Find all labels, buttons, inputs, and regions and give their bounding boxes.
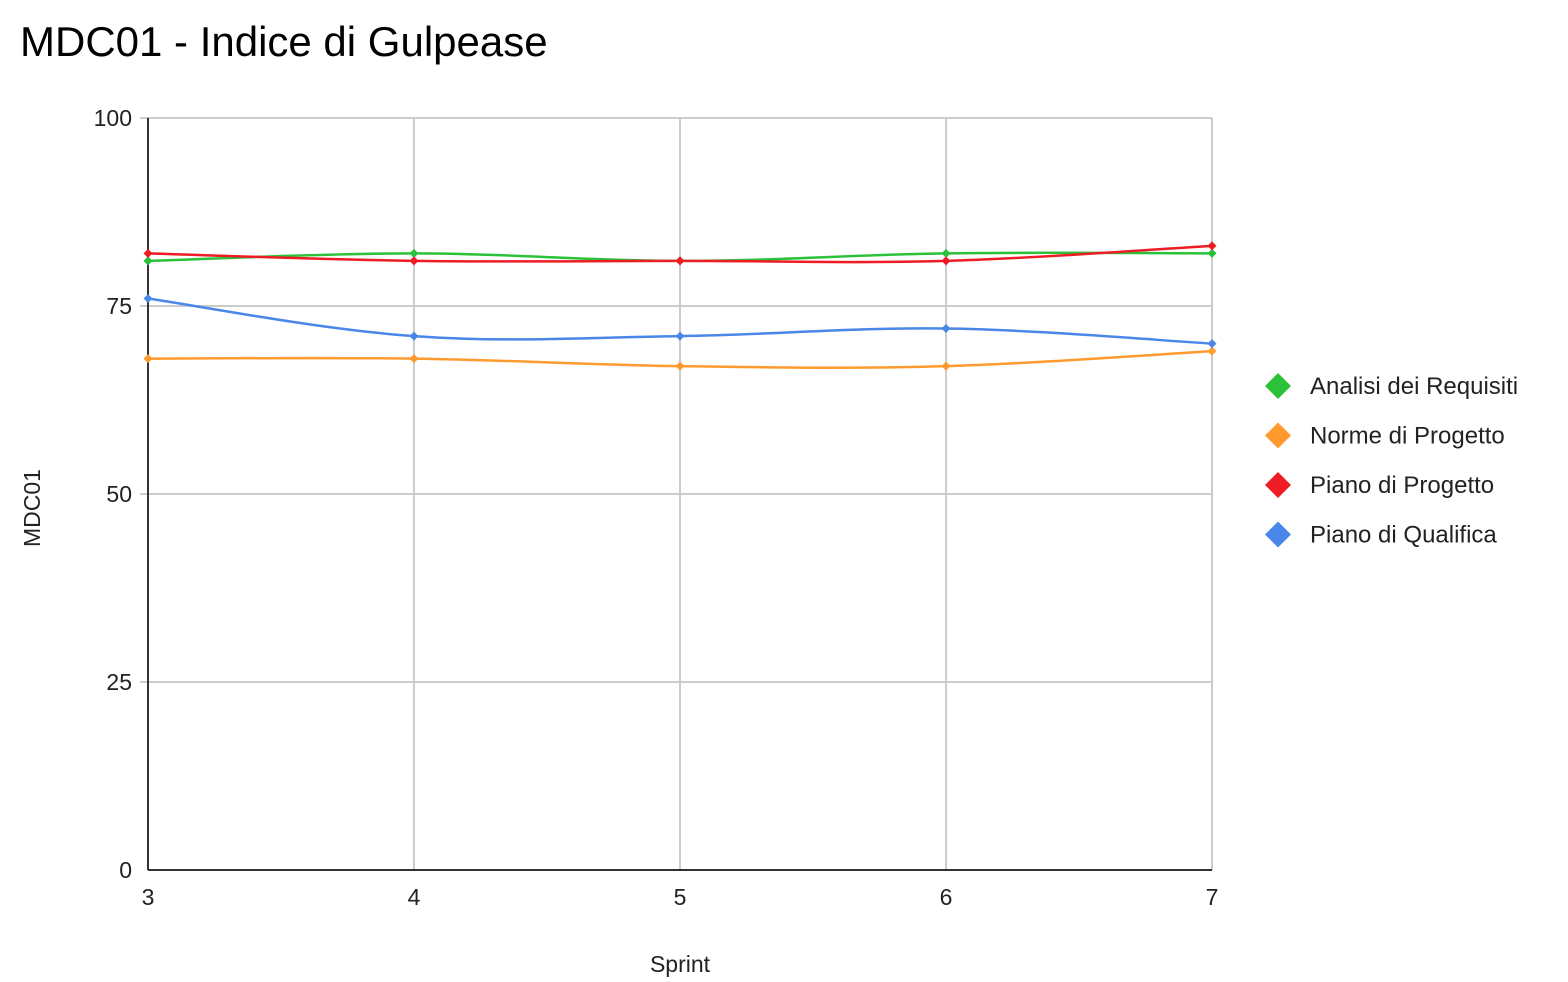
data-point[interactable] xyxy=(409,248,419,258)
x-tick-label: 3 xyxy=(142,884,155,910)
data-point[interactable] xyxy=(143,256,153,266)
data-point[interactable] xyxy=(409,331,419,341)
legend-marker xyxy=(1265,422,1291,449)
legend-label: Analisi dei Requisiti xyxy=(1310,373,1518,400)
data-point[interactable] xyxy=(409,354,419,364)
data-point[interactable] xyxy=(1207,346,1217,356)
legend-label: Piano di Progetto xyxy=(1310,472,1494,499)
x-tick-label: 5 xyxy=(674,884,687,910)
series-lines xyxy=(143,241,1217,371)
data-point[interactable] xyxy=(941,324,951,334)
legend-item-piano-di-qualifica: Piano di Qualifica xyxy=(1265,521,1497,549)
y-tick-label: 25 xyxy=(106,669,132,695)
y-tick-label: 0 xyxy=(119,857,132,883)
legend-item-norme-di-progetto: Norme di Progetto xyxy=(1265,422,1505,450)
y-tick-labels: 0 25 50 75 100 xyxy=(94,105,132,883)
data-point[interactable] xyxy=(941,361,951,371)
x-tick-labels: 3 4 5 6 7 xyxy=(142,884,1219,910)
x-tick-label: 7 xyxy=(1206,884,1219,910)
data-point[interactable] xyxy=(675,361,685,371)
x-tick-label: 6 xyxy=(940,884,953,910)
legend-item-analisi-dei-requisiti: Analisi dei Requisiti xyxy=(1265,373,1518,400)
y-axis-title: MDC01 xyxy=(19,469,45,547)
data-point[interactable] xyxy=(675,331,685,341)
y-tick-label: 100 xyxy=(94,105,132,131)
data-point[interactable] xyxy=(941,248,951,258)
legend-label: Norme di Progetto xyxy=(1310,423,1505,450)
axes xyxy=(147,118,1212,871)
x-axis-title: Sprint xyxy=(650,951,711,977)
x-tick-label: 4 xyxy=(408,884,421,910)
y-tick-label: 50 xyxy=(106,481,132,507)
grid-lines xyxy=(140,117,1213,870)
legend-marker xyxy=(1265,472,1291,498)
legend: Analisi dei Requisiti Norme di Progetto Pi… xyxy=(1265,373,1518,549)
data-point[interactable] xyxy=(1207,339,1217,349)
legend-marker xyxy=(1265,521,1291,548)
data-point[interactable] xyxy=(143,248,153,258)
series-norme-di-progetto xyxy=(143,346,1217,371)
legend-item-piano-di-progetto: Piano di Progetto xyxy=(1265,472,1494,499)
y-tick-label: 75 xyxy=(106,293,132,319)
data-point[interactable] xyxy=(941,256,951,266)
data-point[interactable] xyxy=(1207,241,1217,251)
data-point[interactable] xyxy=(409,256,419,266)
series-piano-di-progetto xyxy=(143,241,1217,266)
data-point[interactable] xyxy=(143,354,153,364)
legend-label: Piano di Qualifica xyxy=(1310,522,1497,549)
data-point[interactable] xyxy=(143,293,153,303)
data-point[interactable] xyxy=(1207,248,1217,258)
chart-title: MDC01 - Indice di Gulpease xyxy=(20,18,548,65)
legend-marker xyxy=(1265,373,1291,399)
series-piano-di-qualifica xyxy=(143,293,1217,349)
data-point[interactable] xyxy=(675,256,685,266)
